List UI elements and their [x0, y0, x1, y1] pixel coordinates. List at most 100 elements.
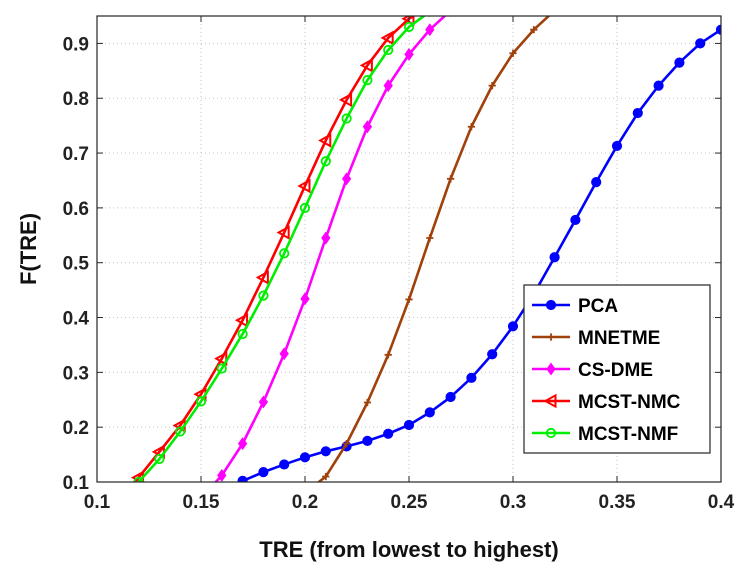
data-point-mcst-nmf — [216, 363, 227, 374]
data-point-cs-dme — [449, 16, 452, 17]
data-point-mcst-nmc — [112, 493, 122, 504]
data-point-pca — [445, 391, 456, 403]
data-point-pca — [715, 24, 721, 35]
data-point-pca — [549, 252, 560, 263]
data-point-mcst-nmf — [383, 44, 394, 56]
legend-item-mcst-nmf: MCST-NMF — [532, 424, 678, 445]
series-mnetme — [316, 7, 558, 482]
legend-swatch-marker — [545, 299, 557, 311]
data-point-pca — [279, 459, 290, 470]
data-point-mnetme — [530, 26, 538, 34]
legend-label: MCST-NMC — [578, 392, 681, 413]
data-point-mcst-nmf — [195, 396, 207, 407]
y-tick-label: 0.9 — [63, 34, 89, 55]
series-line-mcst-nmc — [132, 16, 416, 482]
data-point-mcst-nmc — [380, 30, 394, 46]
series-layer — [112, 0, 721, 508]
data-point-pca — [299, 452, 311, 463]
data-point-mcst-nmf — [427, 16, 433, 17]
y-tick-label: 0.2 — [63, 418, 89, 439]
y-tick-label: 0.7 — [63, 144, 89, 165]
legend-label: CS-DME — [578, 360, 653, 381]
data-point-cs-dme — [300, 292, 310, 306]
data-point-mnetme — [384, 351, 392, 359]
legend-label: PCA — [578, 296, 618, 317]
legend-swatch-marker — [545, 427, 557, 439]
data-point-mcst-nmc — [255, 270, 269, 285]
data-point-pca — [237, 475, 248, 482]
x-tick-label: 0.4 — [708, 492, 735, 513]
data-point-mcst-nmf — [154, 453, 165, 465]
y-tick-label: 0.5 — [63, 254, 90, 275]
data-point-mcst-nmf — [341, 113, 352, 124]
data-point-pca — [383, 428, 394, 439]
data-point-pca — [424, 407, 435, 418]
data-point-cs-dme — [341, 172, 352, 186]
data-point-pca — [362, 435, 373, 446]
data-point-pca — [403, 419, 415, 431]
data-point-cs-dme — [362, 120, 373, 134]
y-tick-label: 0.6 — [63, 199, 89, 220]
legend-item-mnetme: MNETME — [532, 328, 660, 349]
data-point-mcst-nmc — [318, 133, 332, 148]
data-point-mcst-nmf — [175, 426, 186, 437]
data-point-pca — [466, 372, 477, 383]
data-point-mcst-nmc — [297, 178, 311, 194]
data-point-mcst-nmf — [114, 500, 122, 508]
data-point-mcst-nmf — [299, 202, 311, 213]
data-point-cs-dme — [383, 79, 393, 93]
data-point-mnetme — [426, 234, 434, 242]
data-point-mcst-nmc — [359, 58, 373, 73]
data-point-mcst-nmc — [338, 92, 353, 108]
x-axis-label: TRE (from lowest to highest) — [259, 537, 558, 562]
data-point-pca — [591, 177, 602, 188]
x-tick-label: 0.1 — [84, 492, 111, 513]
y-axis-label: F(TRE) — [16, 213, 41, 285]
data-point-cs-dme — [425, 23, 435, 37]
data-point-pca — [653, 80, 664, 91]
series-pca — [237, 24, 721, 482]
data-point-pca — [320, 446, 331, 457]
legend-label: MNETME — [578, 328, 660, 349]
x-tick-label: 0.3 — [500, 492, 526, 513]
data-point-mcst-nmf — [258, 290, 269, 301]
legend: PCA MNETME CS-DME MCST-NMC MCST-NMF — [523, 284, 711, 454]
data-point-mnetme — [509, 49, 517, 57]
data-point-mnetme — [405, 295, 413, 304]
data-point-pca — [507, 321, 519, 332]
data-point-cs-dme — [404, 47, 414, 61]
legend-item-pca: PCA — [532, 296, 618, 317]
data-point-pca — [487, 349, 498, 360]
y-tick-label: 0.8 — [63, 89, 89, 110]
data-point-pca — [611, 140, 623, 152]
x-tick-label: 0.25 — [391, 492, 428, 513]
data-point-pca — [674, 57, 685, 68]
legend-swatch-marker — [546, 362, 556, 376]
data-point-mnetme — [467, 123, 475, 131]
data-point-cs-dme — [279, 347, 289, 361]
data-point-mcst-nmc — [424, 0, 434, 11]
data-point-mcst-nmc — [234, 312, 249, 328]
y-tick-label: 0.1 — [63, 473, 90, 494]
data-point-mcst-nmf — [237, 328, 248, 340]
x-tick-label: 0.35 — [599, 492, 636, 513]
data-point-cs-dme — [321, 231, 331, 245]
data-point-pca — [570, 214, 581, 226]
data-point-mnetme — [322, 472, 330, 481]
legend-item-mcst-nmc: MCST-NMC — [532, 392, 681, 413]
data-point-cs-dme — [258, 395, 269, 409]
data-point-mcst-nmf — [279, 248, 290, 259]
data-point-mcst-nmc — [401, 16, 415, 27]
data-point-mnetme — [488, 82, 496, 90]
data-point-mnetme — [447, 175, 455, 183]
legend-item-cs-dme: CS-DME — [532, 360, 653, 381]
grid — [97, 16, 721, 482]
data-point-mnetme — [363, 398, 371, 407]
series-mcst-nmf — [114, 16, 433, 508]
data-point-mcst-nmc — [276, 225, 290, 240]
data-point-pca — [258, 467, 269, 478]
data-point-mcst-nmf — [320, 156, 331, 167]
data-point-mnetme — [551, 7, 558, 14]
x-tick-label: 0.2 — [292, 492, 318, 513]
